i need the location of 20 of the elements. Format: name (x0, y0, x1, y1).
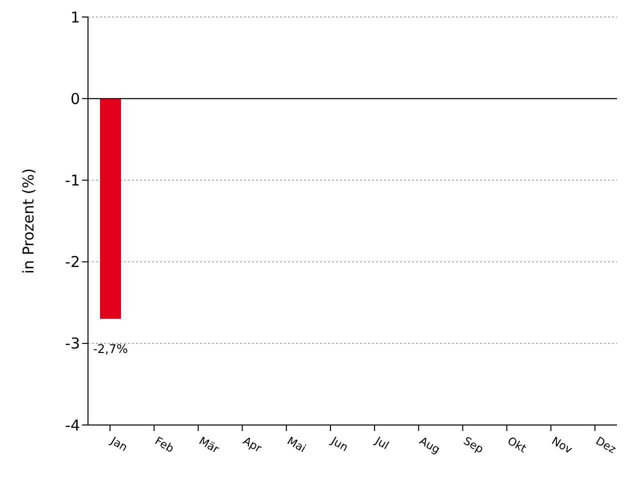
x-tick-label: Dez (593, 434, 618, 456)
y-tick-label: -4 (65, 416, 80, 434)
x-tick-label: Mai (284, 434, 308, 456)
x-tick-label: Aug (417, 434, 442, 456)
x-tick-label: Apr (240, 434, 264, 456)
y-tick-label: -3 (65, 334, 80, 353)
x-tick-label: Okt (505, 434, 530, 456)
y-axis-title: in Prozent (%) (19, 168, 38, 274)
x-tick-label: Jul (372, 434, 392, 452)
x-tick-label: Mär (196, 434, 222, 456)
x-tick-label: Feb (152, 434, 176, 456)
x-tick-label: Sep (461, 434, 486, 456)
y-tick-label: -1 (65, 172, 80, 190)
y-tick-label: 1 (70, 8, 80, 26)
data-label: -2,7% (93, 342, 128, 356)
x-tick-label: Nov (549, 434, 575, 457)
y-tick-label: -2 (65, 253, 80, 272)
x-tick-label: Jan (108, 434, 130, 454)
y-tick-label: 0 (70, 90, 80, 108)
x-tick-label: Jun (328, 434, 350, 454)
